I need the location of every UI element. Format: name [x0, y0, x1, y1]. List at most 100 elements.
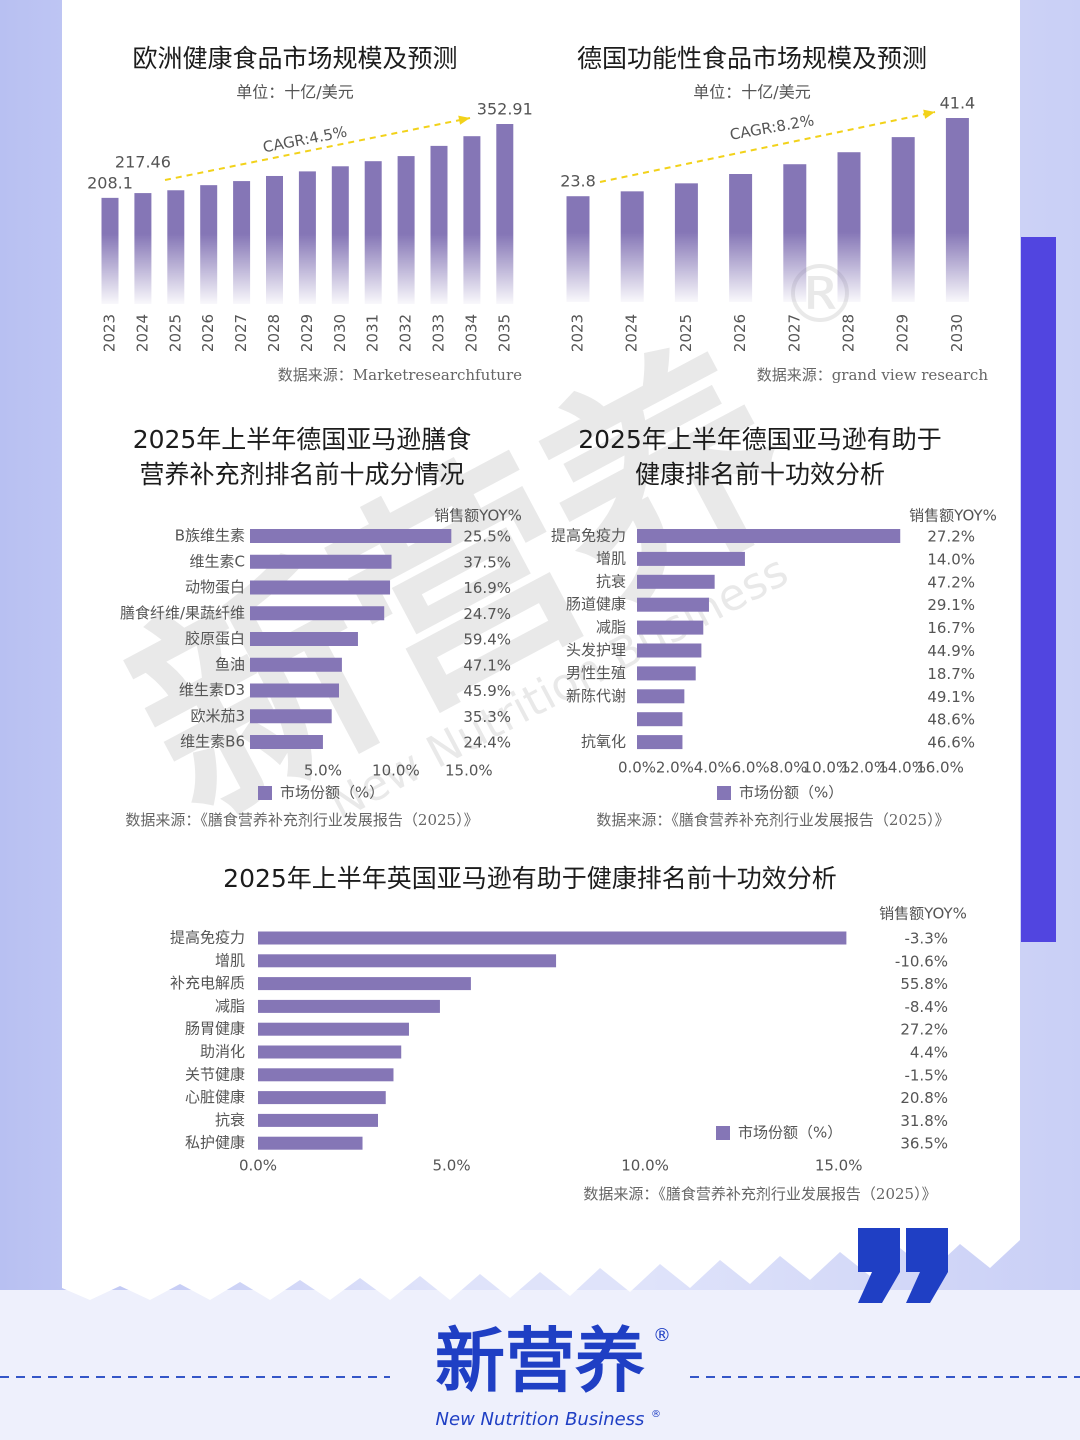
bar — [729, 174, 753, 302]
yoy-label: 24.4% — [463, 734, 511, 752]
bar — [258, 1113, 378, 1127]
bar — [945, 118, 969, 302]
y-tick-label: 维生素C — [190, 552, 245, 570]
y-tick-label: 维生素B6 — [180, 733, 245, 751]
y-tick-label: 肠道健康 — [566, 595, 626, 613]
footer-bg — [0, 1290, 1080, 1440]
yoy-header: 销售额YOY% — [879, 905, 967, 923]
y-tick-label: 抗氧化 — [581, 733, 626, 751]
x-tick-label: 2029 — [298, 314, 316, 352]
yoy-label: 20.8% — [900, 1089, 948, 1107]
legend-label: 市场份额（%） — [739, 784, 843, 802]
x-tick-label: 2024 — [623, 314, 641, 352]
yoy-label: 29.1% — [927, 596, 975, 614]
brand-english: New Nutrition Business — [436, 1409, 645, 1430]
yoy-label: 27.2% — [900, 1021, 948, 1039]
bar — [430, 145, 448, 304]
bar — [637, 689, 685, 704]
source: 数据来源：Marketresearchfuture — [278, 366, 522, 384]
bar — [891, 137, 915, 302]
yoy-label: 16.9% — [463, 579, 511, 597]
x-tick-label: 2029 — [894, 314, 912, 352]
data-label: 208.1 — [87, 173, 133, 192]
bar — [397, 156, 415, 304]
x-tick-label: 2030 — [331, 314, 349, 352]
cagr-arrow-head — [458, 115, 470, 125]
y-tick-label: 肠胃健康 — [185, 1020, 245, 1038]
yoy-label: 36.5% — [900, 1135, 948, 1153]
y-tick-label: 维生素D3 — [179, 681, 245, 699]
y-tick-label: 膳食纤维/果蔬纤维 — [120, 604, 245, 622]
yoy-label: 24.7% — [463, 605, 511, 623]
y-tick-label: 新陈代谢 — [566, 687, 626, 705]
yoy-label: 27.2% — [927, 528, 975, 546]
bar — [250, 632, 358, 646]
bar — [250, 683, 339, 698]
x-tick-label: 2027 — [785, 314, 803, 352]
bar — [364, 161, 382, 304]
yoy-header: 销售额YOY% — [434, 507, 522, 525]
bar — [258, 954, 557, 968]
legend-swatch — [258, 786, 272, 800]
source: 数据来源：《膳食营养补充剂行业发展报告（2025）》 — [125, 811, 478, 829]
bar — [258, 1091, 386, 1105]
x-tick-label: 2031 — [364, 314, 382, 352]
x-tick-label: 10.0% — [621, 1157, 669, 1175]
yoy-label: -3.3% — [904, 930, 948, 948]
y-tick-label: 抗衰 — [596, 572, 626, 590]
x-tick-label: 2025 — [166, 314, 184, 352]
chart-title: 营养补充剂排名前十成分情况 — [139, 460, 464, 489]
x-tick-label: 0.0% — [618, 759, 656, 777]
data-label: 352.91 — [477, 100, 533, 119]
bar — [258, 1068, 394, 1082]
y-tick-label: 减脂 — [215, 997, 245, 1015]
yoy-label: 45.9% — [463, 682, 511, 700]
chart-title: 2025年上半年英国亚马逊有助于健康排名前十功效分析 — [223, 864, 837, 893]
x-tick-label: 15.0% — [815, 1157, 863, 1175]
y-tick-label: 欧米茄3 — [190, 707, 245, 725]
x-tick-label: 2026 — [199, 314, 217, 352]
x-tick-label: 2026 — [731, 314, 749, 352]
yoy-label: 55.8% — [900, 975, 948, 993]
yoy-label: 47.2% — [927, 573, 975, 591]
bar — [674, 183, 698, 302]
yoy-label: 49.1% — [927, 688, 975, 706]
bar — [250, 657, 342, 672]
y-tick-label: 助消化 — [200, 1043, 245, 1061]
yoy-label: 47.1% — [463, 656, 511, 674]
bar — [258, 1045, 402, 1059]
legend-swatch — [717, 786, 731, 800]
chart-title: 2025年上半年德国亚马逊膳食 — [133, 425, 472, 454]
y-tick-label: 提高免疫力 — [170, 929, 245, 947]
y-tick-label: 鱼油 — [215, 655, 245, 673]
bar — [637, 574, 715, 589]
data-label: 23.8 — [560, 172, 596, 191]
yoy-label: 25.5% — [463, 528, 511, 546]
brand-name: 新营养 — [435, 1320, 645, 1402]
chart-subtitle: 单位：十亿/美元 — [693, 83, 810, 102]
yoy-label: 35.3% — [463, 708, 511, 726]
source: 数据来源：grand view research — [757, 366, 989, 384]
chart-title: 健康排名前十功效分析 — [635, 460, 885, 489]
side-bar — [1021, 237, 1056, 942]
x-tick-label: 2023 — [101, 314, 119, 352]
x-tick-label: 0.0% — [239, 1157, 277, 1175]
bar — [250, 554, 392, 569]
chart-title: 欧洲健康食品市场规模及预测 — [132, 44, 457, 73]
brand-registered: ® — [653, 1325, 671, 1346]
source: 数据来源：《膳食营养补充剂行业发展报告（2025）》 — [583, 1185, 936, 1203]
y-tick-label: 减脂 — [596, 618, 626, 636]
x-tick-label: 10.0% — [372, 762, 420, 780]
x-tick-label: 2035 — [495, 314, 513, 352]
bar — [783, 164, 807, 302]
yoy-label: -10.6% — [895, 952, 948, 970]
bar — [566, 196, 590, 302]
y-tick-label: 头发护理 — [566, 641, 626, 659]
card — [62, 0, 1020, 1300]
yoy-label: -8.4% — [904, 998, 948, 1016]
yoy-label: 31.8% — [900, 1112, 948, 1130]
x-tick-label: 2024 — [133, 314, 151, 352]
x-tick-label: 14.0% — [878, 759, 926, 777]
